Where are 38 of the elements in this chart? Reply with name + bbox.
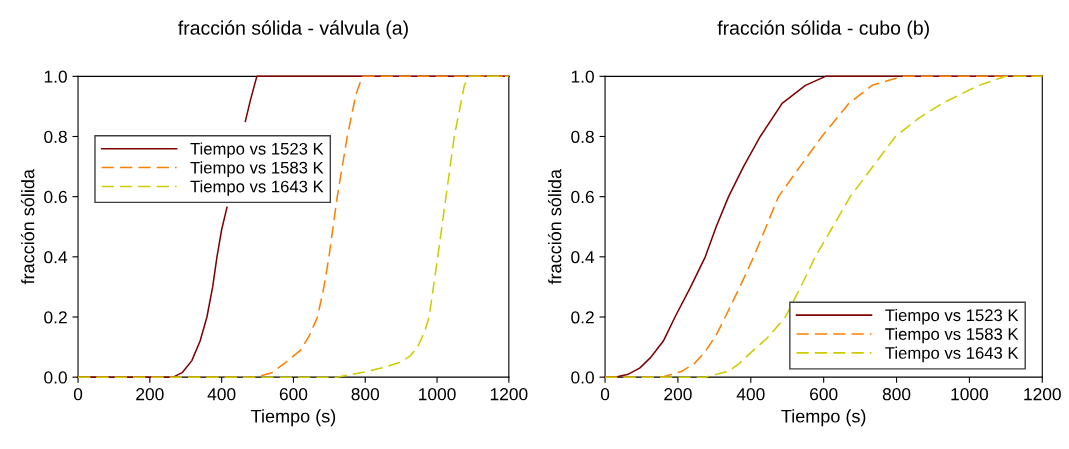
y-tick-label: 1.0 (44, 70, 67, 83)
x-tick-label: 600 (810, 388, 838, 401)
chart-title: fracción sólida - válvula (a) (178, 20, 408, 39)
x-tick-label: 0 (73, 388, 83, 401)
x-tick-label: 400 (207, 388, 236, 401)
y-tick-label: 0.0 (571, 371, 594, 384)
legend-label: Tiempo vs 1583 K (190, 161, 324, 177)
x-tick-label: 600 (279, 388, 308, 401)
x-axis-title: Tiempo (s) (781, 409, 866, 427)
x-tick-label: 1000 (419, 388, 456, 401)
y-tick-label: 0.4 (571, 251, 595, 264)
y-tick-label: 0.2 (44, 311, 67, 324)
y-tick-label: 0.2 (571, 311, 594, 324)
y-tick-label: 0.6 (44, 190, 67, 204)
legend-label: Tiempo vs 1583 K (885, 327, 1019, 344)
x-tick-label: 1200 (490, 388, 528, 401)
y-axis-title: fracción sólida (20, 169, 35, 285)
y-tick-label: 0.8 (44, 130, 67, 143)
legend-label: Tiempo vs 1523 K (190, 142, 324, 159)
y-tick-label: 1.0 (571, 70, 594, 83)
legend-label: Tiempo vs 1643 K (190, 180, 324, 196)
legend-label: Tiempo vs 1523 K (885, 308, 1019, 325)
y-tick-label: 0.4 (44, 251, 68, 264)
y-tick-label: 0.8 (571, 130, 594, 143)
legend-label: Tiempo vs 1643 K (885, 346, 1019, 363)
chart-title: fracción sólida - cubo (b) (717, 20, 929, 39)
y-tick-label: 0.6 (571, 190, 594, 204)
x-tick-label: 1000 (951, 388, 989, 401)
x-axis-title: Tiempo (s) (251, 409, 336, 427)
x-tick-label: 200 (664, 388, 692, 401)
x-tick-label: 200 (136, 388, 164, 401)
x-tick-label: 800 (882, 388, 911, 401)
x-tick-label: 800 (351, 388, 380, 401)
x-tick-label: 400 (736, 388, 765, 401)
y-axis-title: fracción sólida (547, 169, 562, 285)
y-tick-label: 0.0 (44, 371, 67, 384)
x-tick-label: 1200 (1024, 388, 1061, 401)
x-tick-label: 0 (600, 388, 610, 401)
